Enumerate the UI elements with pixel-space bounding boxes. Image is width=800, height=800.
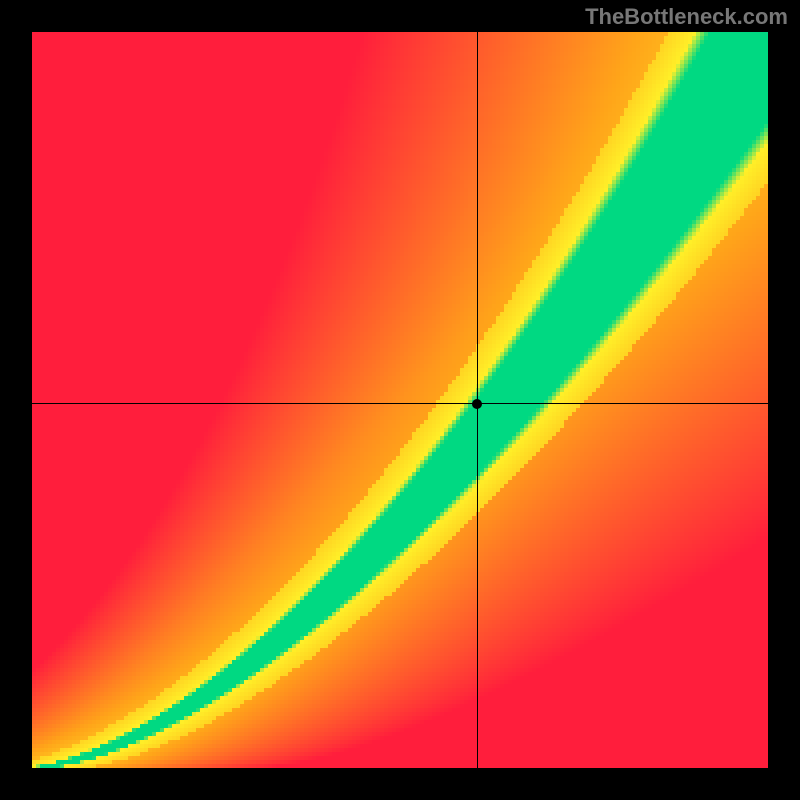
crosshair-horizontal xyxy=(32,403,768,404)
crosshair-marker xyxy=(472,399,482,409)
watermark-text: TheBottleneck.com xyxy=(585,4,788,30)
bottleneck-heatmap xyxy=(32,32,768,768)
chart-container: { "watermark": { "text": "TheBottleneck.… xyxy=(0,0,800,800)
